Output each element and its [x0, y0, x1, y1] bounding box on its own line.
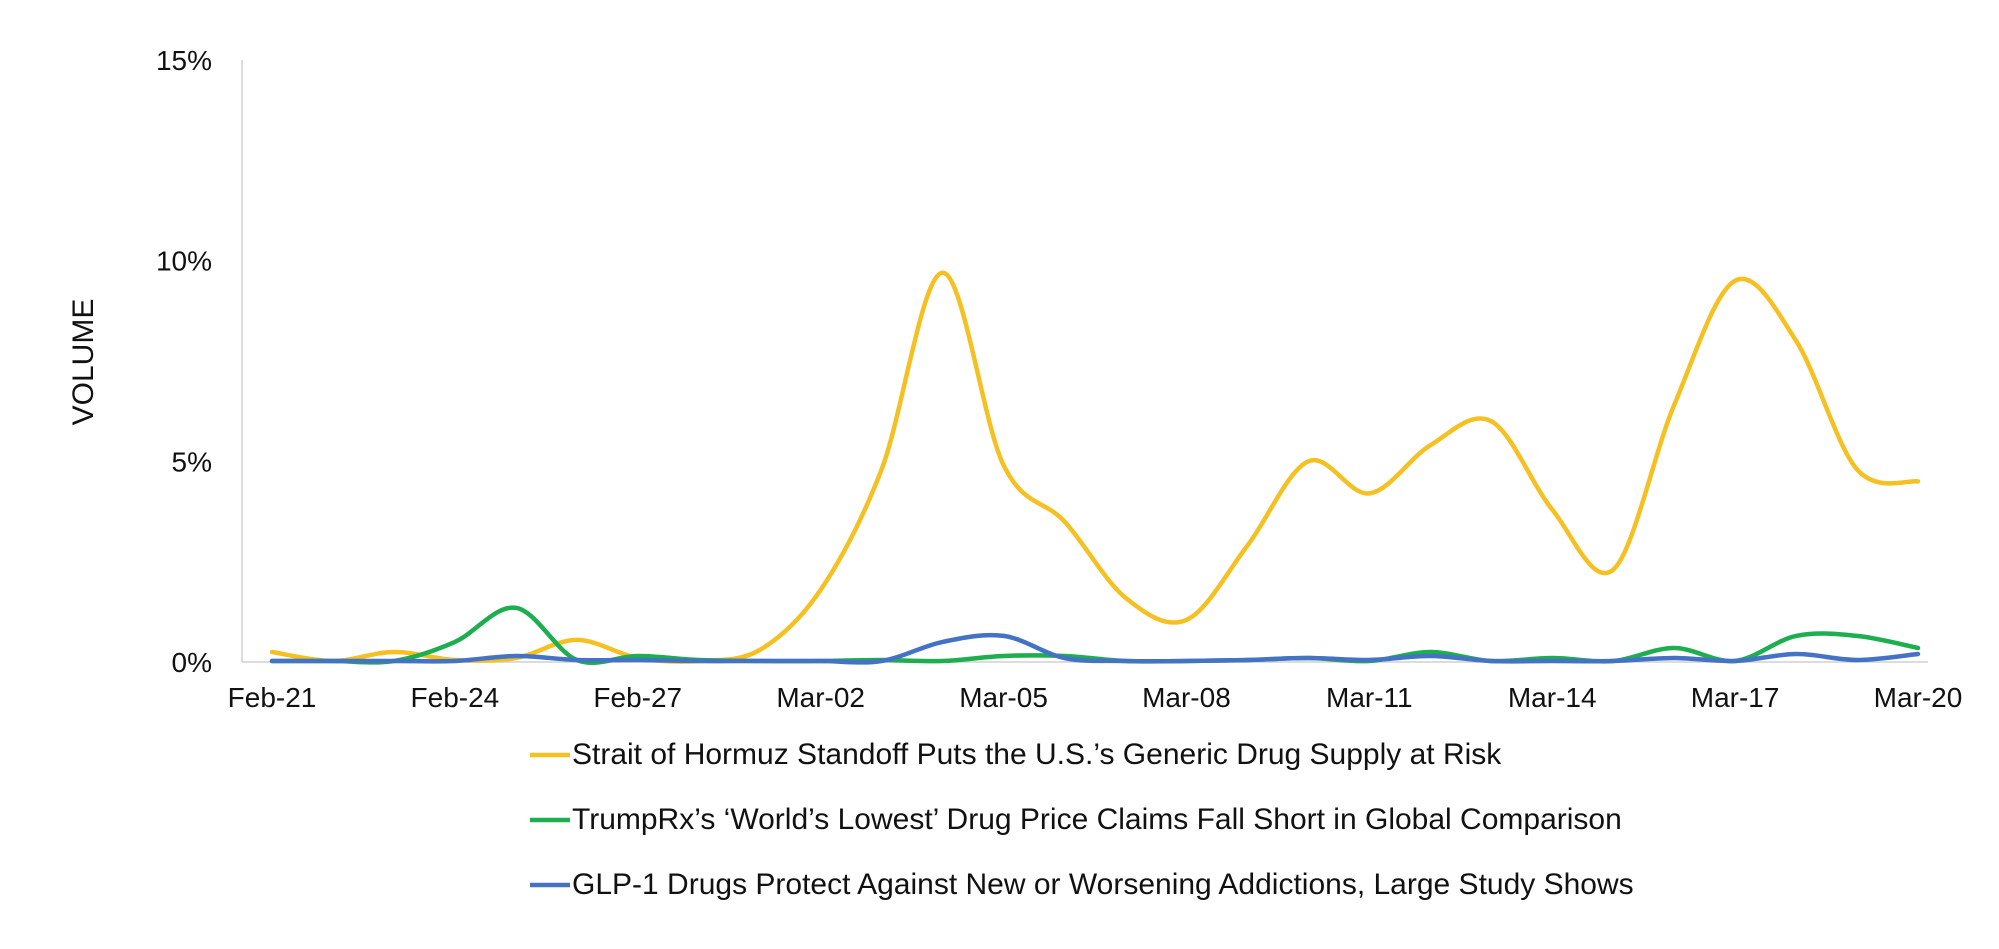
legend: Strait of Hormuz Standoff Puts the U.S.’…	[530, 738, 1634, 901]
x-tick-label: Mar-17	[1691, 682, 1780, 713]
legend-entry: GLP-1 Drugs Protect Against New or Worse…	[572, 868, 1634, 901]
x-tick-label: Mar-14	[1508, 682, 1597, 713]
y-tick-label: 5%	[172, 446, 212, 477]
x-tick-label: Mar-11	[1326, 682, 1413, 713]
series-lines	[269, 270, 1921, 665]
y-tick-label: 15%	[156, 45, 212, 76]
x-tick-label: Mar-20	[1874, 682, 1963, 713]
x-tick-label: Feb-27	[593, 682, 682, 713]
x-tick-label: Mar-08	[1142, 682, 1231, 713]
y-axis-ticks: 0% 5% 10% 15%	[156, 45, 212, 678]
series-line-1	[269, 270, 1921, 664]
x-tick-label: Feb-21	[228, 682, 317, 713]
y-tick-label: 0%	[172, 647, 212, 678]
x-tick-label: Mar-02	[776, 682, 865, 713]
y-tick-label: 10%	[156, 246, 212, 277]
chart-axes	[241, 60, 1928, 663]
series-line-2	[269, 605, 1921, 665]
x-tick-label: Feb-24	[411, 682, 500, 713]
series-line-3	[269, 632, 1921, 665]
x-axis-ticks: Feb-21 Feb-24 Feb-27 Mar-02 Mar-05 Mar-08 Mar-…	[228, 682, 1963, 713]
x-tick-label: Mar-05	[959, 682, 1048, 713]
legend-entry: Strait of Hormuz Standoff Puts the U.S.’…	[572, 738, 1502, 771]
legend-entry: TrumpRx’s ‘World’s Lowest’ Drug Price Cl…	[572, 803, 1622, 836]
y-axis-label: VOLUME	[67, 299, 100, 426]
